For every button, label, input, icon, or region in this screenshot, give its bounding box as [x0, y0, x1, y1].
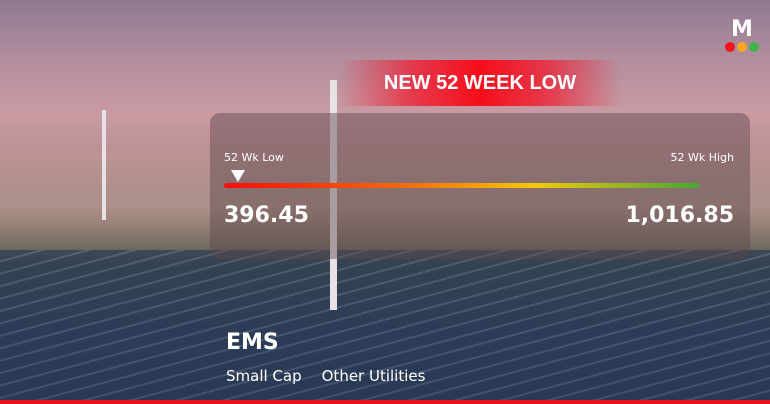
fog-layer: [0, 150, 770, 260]
tag-sector: Other Utilities: [321, 367, 426, 385]
range-card: 52 Wk Low 52 Wk High 396.45 1,016.85: [210, 113, 750, 259]
banner-title: NEW 52 WEEK LOW: [383, 71, 577, 94]
tags: Small Cap Other Utilities: [226, 367, 425, 385]
solar-field: [0, 250, 770, 404]
wind-turbine-tower: [330, 80, 337, 310]
brand-logo: M: [724, 17, 760, 52]
wind-turbine-tower: [102, 110, 106, 220]
tag-market-cap: Small Cap: [226, 367, 302, 385]
logo-dot-green: [749, 42, 759, 52]
low-value: 396.45: [224, 203, 309, 228]
accent-line: [0, 400, 770, 404]
high-value: 1,016.85: [625, 203, 734, 228]
logo-dot-red: [725, 42, 735, 52]
range-bar: [224, 183, 700, 188]
logo-dot-orange: [737, 42, 747, 52]
banner: NEW 52 WEEK LOW: [340, 60, 620, 106]
logo-letter: M: [731, 17, 753, 42]
low-label: 52 Wk Low: [224, 151, 284, 164]
ticker: EMS: [226, 330, 279, 355]
current-price-marker-icon: [231, 170, 245, 182]
high-label: 52 Wk High: [670, 151, 734, 164]
